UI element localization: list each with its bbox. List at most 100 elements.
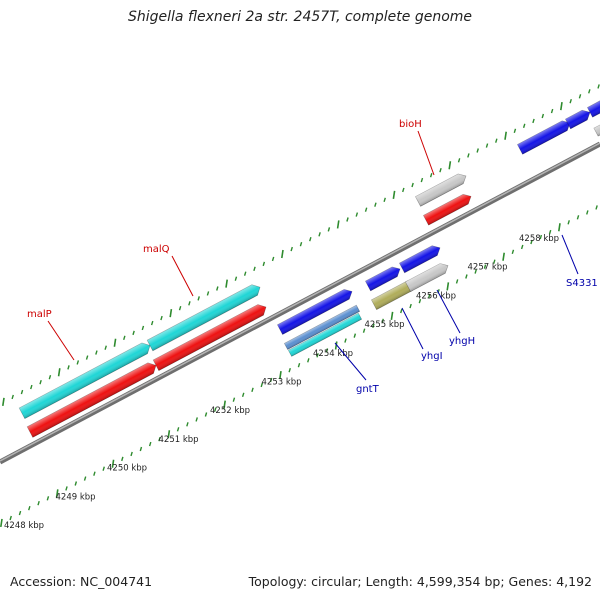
inner-tick [362, 328, 366, 333]
bioH-label: bioH [399, 119, 422, 130]
kbp-label: 4254 kbp [313, 349, 353, 359]
inner-tick [474, 269, 477, 274]
inner-tick [102, 466, 105, 471]
outer-tick [290, 246, 293, 252]
outer-tick [597, 84, 600, 89]
inner-tick [139, 446, 143, 452]
inner-tick [0, 518, 3, 528]
outer-tick [281, 249, 284, 259]
blue-block-2 [565, 109, 591, 130]
outer-tick [253, 266, 256, 271]
outer-tick [411, 182, 414, 188]
outer-tick [336, 220, 340, 229]
inner-tick [223, 400, 226, 409]
outer-tick [532, 118, 535, 124]
inner-tick [55, 489, 59, 498]
inner-tick [176, 427, 180, 432]
outer-tick [57, 368, 61, 377]
outer-tick [141, 325, 145, 331]
outer-tick [178, 306, 182, 311]
outer-tick [569, 99, 572, 104]
outer-tick [476, 148, 479, 153]
kbp-label: 4253 kbp [262, 378, 302, 388]
outer-tick [206, 291, 210, 296]
inner-tick [297, 363, 301, 368]
inner-tick [530, 239, 533, 245]
outer-tick [216, 286, 219, 291]
accession-text: Accession: NC_004741 [10, 574, 153, 589]
labels: 4248 kbp 4249 kbp 4250 kbp 4251 kbp 4252 kbp… [4, 119, 598, 531]
yhgI-label: yhgI [421, 351, 443, 362]
inner-tick [260, 382, 264, 388]
inner-tick [204, 412, 208, 417]
blue-block-5 [365, 266, 401, 292]
inner-tick [307, 358, 310, 363]
bioH-leader-line [417, 130, 435, 176]
yhgH-leader-line [436, 289, 461, 334]
inner-tick [195, 417, 198, 422]
blue-block-4 [277, 289, 353, 335]
outer-tick [578, 94, 582, 99]
outer-tick [588, 89, 591, 94]
inner-tick [372, 323, 375, 328]
inner-tick [186, 422, 189, 427]
outer-tick [39, 379, 42, 385]
outer-tick [374, 202, 377, 207]
kbp-label: 4258 kbp [519, 234, 559, 244]
kbp-label: 4256 kbp [416, 291, 456, 301]
kbp-label: 4249 kbp [56, 492, 96, 502]
inner-tick [130, 451, 133, 457]
kbp-label: 4250 kbp [107, 464, 147, 474]
outer-tick [104, 345, 107, 350]
outer-tick [197, 296, 200, 301]
outer-tick [383, 197, 386, 202]
gntT-label: gntT [356, 384, 380, 395]
outer-tick [48, 375, 52, 380]
outer-tick [271, 256, 275, 262]
inner-tick [400, 308, 403, 314]
outer-tick [113, 338, 117, 347]
inner-tick [558, 223, 561, 232]
malQ-leader-line [171, 255, 194, 297]
inner-tick [418, 298, 422, 304]
gntT-leader-line [334, 342, 367, 381]
outer-tick [467, 153, 470, 158]
yhgH-block [399, 245, 441, 274]
inner-tick [269, 377, 273, 383]
yhgI-leader-line [401, 307, 424, 350]
genome-summary: Topology: circular; Length: 4,599,354 bp… [248, 574, 592, 589]
inner-tick [493, 259, 496, 264]
inner-tick [93, 471, 96, 476]
gray-block-edge [593, 123, 600, 137]
S4331-label: S4331 [566, 278, 598, 289]
outer-tick [402, 187, 405, 193]
outer-tick [439, 168, 442, 173]
outer-tick [243, 271, 247, 276]
outer-tick [448, 161, 452, 170]
inner-tick [288, 367, 291, 373]
bioH-block [423, 194, 472, 226]
inner-tick [46, 496, 50, 501]
inner-tick [548, 229, 552, 235]
inner-tick [316, 353, 319, 358]
outer-tick [327, 227, 331, 232]
inner-tick [325, 348, 329, 353]
blue-block-3 [587, 99, 600, 118]
inner-tick [595, 205, 598, 210]
inner-tick [28, 505, 31, 511]
map-title: Shigella flexneri 2a str. 2457T, complet… [127, 9, 473, 25]
outer-tick [169, 309, 173, 318]
inner-tick [158, 436, 161, 442]
inner-tick [390, 311, 394, 321]
inner-tick [465, 274, 468, 279]
malQ-red-block [152, 304, 267, 372]
inner-tick [381, 318, 384, 324]
S4331-leader-line [561, 234, 579, 275]
outer-tick [318, 232, 321, 237]
malP-label: malP [27, 309, 52, 320]
outer-tick [2, 397, 5, 406]
genome-backbone [0, 141, 600, 465]
inner-tick [511, 249, 515, 255]
outer-tick [541, 113, 545, 119]
